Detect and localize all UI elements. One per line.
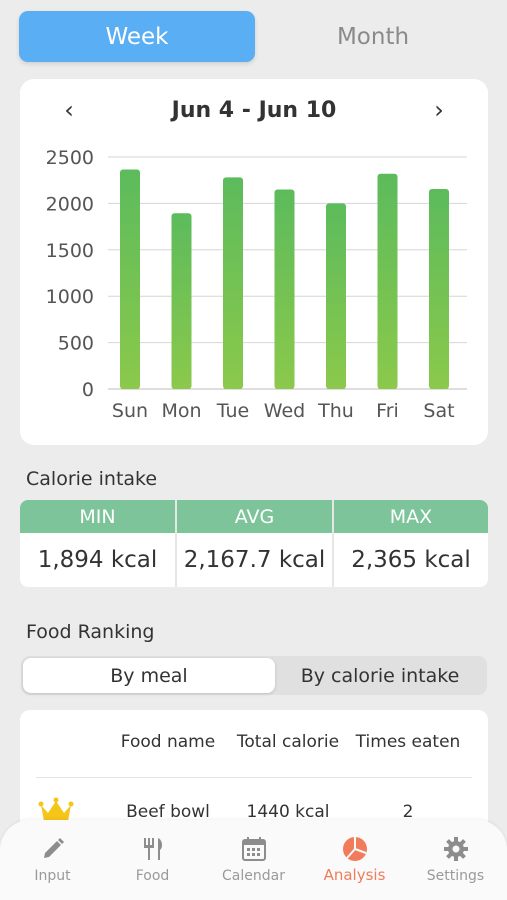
x-tick-label: Wed	[264, 400, 305, 422]
bar-thu	[326, 203, 346, 389]
by-meal-tab[interactable]: By meal	[23, 658, 275, 693]
divider	[36, 777, 472, 778]
fork-knife-icon	[144, 838, 163, 860]
nav-input[interactable]: Input	[2, 820, 103, 900]
nav-analysis-label: Analysis	[323, 866, 386, 884]
calendar-icon	[242, 837, 266, 861]
bar-wed	[274, 189, 295, 389]
stat-min: MIN 1,894 kcal	[20, 500, 175, 587]
nav-settings-label: Settings	[426, 868, 485, 884]
y-tick-label: 1000	[46, 286, 94, 308]
stat-min-label: MIN	[20, 500, 175, 533]
calorie-intake-title: Calorie intake	[26, 468, 158, 490]
nav-analysis[interactable]: Analysis	[304, 820, 405, 900]
y-tick-label: 2000	[46, 193, 94, 215]
bar-sun	[120, 169, 140, 389]
col-times-eaten: Times eaten	[355, 732, 461, 752]
week-tab[interactable]: Week	[19, 11, 255, 62]
month-tab[interactable]: Month	[336, 23, 410, 50]
col-food-name: Food name	[120, 732, 216, 752]
date-range-label: Jun 4 - Jun 10	[171, 97, 337, 123]
calorie-stats-table: MIN 1,894 kcal AVG 2,167.7 kcal MAX 2,36…	[20, 500, 488, 587]
food-name-cell: Beef bowl	[126, 802, 210, 822]
ranking-table-header: Food name Total calorie Times eaten	[20, 710, 488, 778]
stat-avg-value: 2,167.7 kcal	[183, 547, 326, 573]
x-tick-label: Sun	[112, 400, 148, 422]
nav-food[interactable]: Food	[102, 820, 203, 900]
pencil-icon	[44, 838, 64, 858]
bar-sat	[429, 189, 449, 389]
y-tick-label: 500	[58, 333, 94, 355]
nav-input-label: Input	[34, 868, 71, 884]
stat-max: MAX 2,365 kcal	[332, 500, 488, 587]
gear-icon	[444, 837, 468, 861]
ranking-toggle: By meal By calorie intake	[21, 656, 487, 695]
nav-settings[interactable]: Settings	[405, 820, 506, 900]
x-tick-label: Tue	[216, 400, 249, 422]
stat-max-label: MAX	[334, 500, 488, 533]
stat-avg: AVG 2,167.7 kcal	[175, 500, 332, 587]
stat-max-value: 2,365 kcal	[351, 547, 471, 573]
y-tick-label: 0	[82, 379, 94, 401]
bar-tue	[223, 177, 243, 389]
food-ranking-title: Food Ranking	[26, 621, 155, 643]
period-toggle: Week Month	[19, 11, 489, 63]
chevron-left-icon[interactable]: ‹	[64, 96, 74, 124]
date-navigator: ‹ Jun 4 - Jun 10 ›	[20, 93, 488, 127]
x-tick-label: Mon	[161, 400, 201, 422]
calorie-bar-chart: 0 500 1000 1500 2000 2500 Sun Mon Tue Wed Thu Fri Sa…	[46, 147, 467, 422]
weekly-chart-card: ‹ Jun 4 - Jun 10 › 0 500 1000 1500 2000 2500 S…	[20, 79, 488, 445]
nav-calendar-label: Calendar	[222, 868, 285, 884]
chevron-right-icon[interactable]: ›	[434, 96, 444, 124]
x-tick-label: Sat	[423, 400, 454, 422]
nav-food-label: Food	[135, 868, 170, 884]
y-tick-label: 2500	[46, 147, 94, 169]
crown-icon	[38, 797, 74, 821]
x-tick-label: Fri	[376, 400, 399, 422]
pie-chart-icon	[343, 837, 367, 861]
stat-min-value: 1,894 kcal	[37, 547, 158, 573]
total-calorie-cell: 1440 kcal	[246, 802, 330, 822]
x-tick-label: Thu	[317, 400, 354, 422]
times-eaten-cell: 2	[402, 802, 414, 822]
bar-fri	[377, 173, 398, 389]
nav-calendar[interactable]: Calendar	[203, 820, 304, 900]
stat-avg-label: AVG	[177, 500, 332, 533]
col-total-calorie: Total calorie	[236, 732, 340, 752]
bottom-navigation: Input Food Calendar	[0, 820, 507, 900]
table-row[interactable]: Beef bowl 1440 kcal 2	[20, 795, 488, 835]
y-tick-label: 1500	[46, 240, 94, 262]
bar-mon	[171, 213, 192, 389]
by-calorie-tab[interactable]: By calorie intake	[300, 664, 460, 687]
